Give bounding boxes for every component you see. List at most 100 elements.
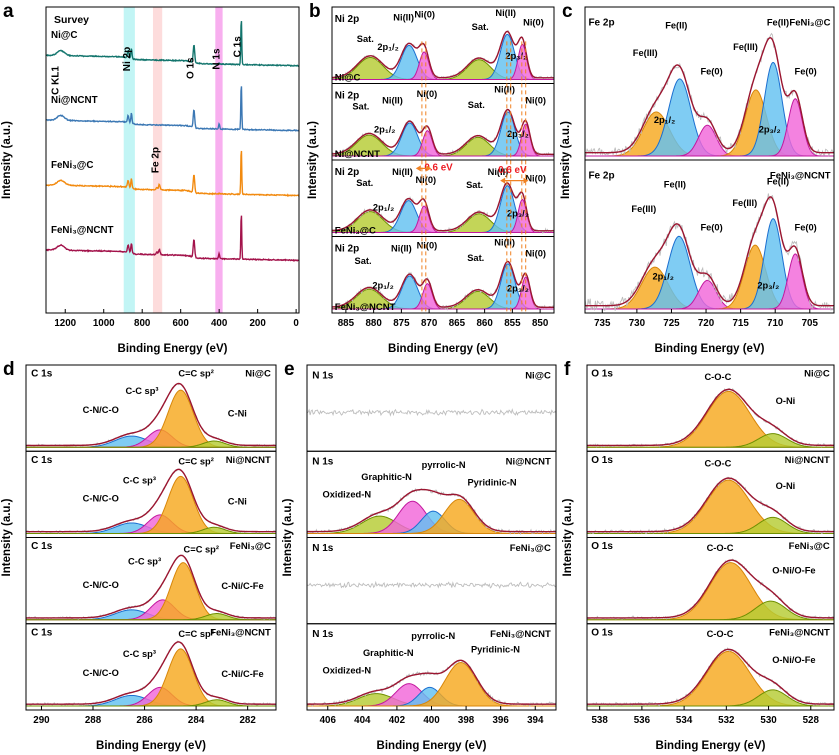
- peak-label: Ni(II): [494, 85, 515, 95]
- envelope: [26, 468, 276, 533]
- peak-label: Ni(0): [415, 175, 436, 185]
- x-tick-label: 730: [629, 318, 646, 329]
- peak-label: FeNi₃@C: [335, 225, 376, 236]
- survey-curve-FeNi₃@C: [46, 150, 299, 197]
- peak-C-O-C: [587, 479, 834, 534]
- peak-label: Fe(II): [767, 176, 789, 186]
- peak-label: O-Ni/O-Fe: [772, 655, 815, 665]
- raw-trace: [584, 193, 835, 311]
- envelope: [331, 30, 554, 79]
- subpanel-FeNi₃@C: C 1s FeNi₃@C C=C sp² C-C sp³ C-N/C-O C-Ni/C-F…: [25, 537, 277, 625]
- peak-label: pyrrolic-N: [411, 631, 455, 641]
- panel-letter-f: f: [564, 359, 571, 380]
- x-tick-label: 735: [594, 318, 611, 329]
- peak-label: Sat.: [352, 101, 369, 111]
- peak-label: Fe(II): [767, 17, 789, 27]
- peak-label: Fe(III): [733, 42, 758, 52]
- panel-letter-c: c: [562, 1, 573, 22]
- panel-c-fe2p: c Fe 2p FeNi₃@C Fe(III) Fe(II) Fe(0) 2p₁/₂ Fe(…: [559, 0, 839, 358]
- x-tick-label: 855: [504, 318, 521, 329]
- peak-label: C-Ni/C-Fe: [221, 669, 263, 679]
- peak-label: C 1s: [31, 541, 53, 552]
- peak-label: C-C sp³: [128, 557, 161, 567]
- x-tick-label: 860: [476, 318, 493, 329]
- peak-Pyridinic-N: [307, 498, 556, 534]
- peak-label: Graphitic-N: [363, 648, 414, 658]
- peak-label: 2p₃/₂: [759, 124, 781, 134]
- subpanel-Ni@NCNT: N 1s Ni@NCNT Graphitic-N pyrrolic-N Oxidized…: [306, 450, 557, 538]
- subpanel-Ni@NCNT: C 1s Ni@NCNT C=C sp² C-C sp³ C-N/C-O C-Ni: [25, 450, 277, 538]
- y-axis-title: Intensity (a.u.): [560, 121, 572, 199]
- peak-label: Ni@C: [804, 369, 830, 380]
- x-tick-label: 396: [492, 715, 509, 726]
- subpanel-FeNi₃@C: N 1s FeNi₃@C: [306, 537, 557, 625]
- peak-label: C-C sp³: [123, 649, 156, 659]
- peak-Fe(0): [585, 253, 834, 310]
- peak-label: Fe(II): [664, 179, 686, 189]
- peak-label: Oxidized-N: [322, 489, 371, 499]
- envelope: [331, 182, 554, 232]
- peak-label: FeNi₃@C: [230, 541, 271, 552]
- peak-label: 2p₁/₂: [377, 42, 398, 52]
- arrowhead: [500, 177, 506, 184]
- x-axis-title: Binding Energy (eV): [377, 740, 487, 752]
- x-tick-label: 286: [136, 715, 153, 726]
- raw-trace: [306, 408, 557, 417]
- x-tick-label: 720: [698, 318, 715, 329]
- peak-label: Ni(II): [391, 244, 412, 254]
- x-tick-label: 875: [393, 318, 410, 329]
- peak-label: Ni(II): [488, 167, 509, 177]
- x-tick-label: 880: [365, 318, 382, 329]
- peak-O-Ni: [587, 433, 834, 448]
- panel-a-survey: a Ni@C Ni@NCNT FeNi₃@C FeNi₃@NCNT Survey C KL…: [0, 0, 306, 358]
- y-axis-title: Intensity (a.u.): [562, 498, 574, 576]
- peak-label: Ni(0): [417, 241, 438, 251]
- x-tick-label: 400: [423, 715, 440, 726]
- peak-label: Ni 2p: [335, 14, 359, 25]
- panel-d-c1s: d C 1s Ni@C C=C sp² C-C sp³ C-N/C-O C-Ni C 1s N…: [0, 358, 281, 755]
- peak-label: C-Ni/C-Fe: [221, 581, 263, 591]
- x-axis-title: Binding Energy (eV): [655, 343, 765, 355]
- x-tick-label: 800: [134, 318, 151, 329]
- survey-curve-Ni@NCNT: [46, 86, 299, 132]
- peak-label: Sat.: [357, 34, 374, 44]
- x-tick-label: 400: [211, 318, 228, 329]
- survey-plot: Ni@C Ni@NCNT FeNi₃@C FeNi₃@NCNT Survey C KL1 N…: [1, 6, 300, 355]
- peak-label: O 1s: [591, 455, 613, 466]
- x-tick-label: 528: [803, 715, 820, 726]
- x-axis-title: Binding Energy (eV): [96, 740, 206, 752]
- peak-label: Sat.: [355, 256, 372, 266]
- peak-label: Ni 2p: [335, 244, 359, 255]
- envelope: [307, 488, 556, 533]
- highlight-band: [215, 7, 223, 313]
- envelope: [585, 196, 834, 307]
- x-tick-label: 850: [532, 318, 549, 329]
- peak-label: Ni@NCNT: [506, 457, 551, 468]
- peak-O-Ni/O-Fe: [587, 689, 834, 707]
- x-tick-label: 534: [676, 715, 693, 726]
- peak-label: pyrrolic-N: [422, 460, 466, 470]
- x-tick-label: 870: [421, 318, 438, 329]
- peak-label: Sat.: [356, 178, 373, 188]
- raw-trace: [306, 580, 557, 590]
- peak-label: Sat.: [468, 100, 485, 110]
- x-tick-label: 1000: [93, 318, 115, 329]
- peak-label: Ni@C: [245, 369, 271, 380]
- shift-annotation: 0.6 eV: [498, 165, 527, 176]
- peak-label: FeNi₃@NCNT: [335, 302, 396, 313]
- sample-label: Ni@C: [51, 30, 77, 41]
- peak-label: Fe 2p: [588, 170, 614, 181]
- peak-C-Ni: [26, 526, 276, 534]
- panel-f-o1s: f O 1s Ni@C C-O-C O-Ni O 1s Ni@NCNT C-O-C O-Ni O…: [561, 358, 839, 755]
- sample-label: Ni@NCNT: [51, 95, 98, 106]
- x-tick-label: 1200: [54, 318, 76, 329]
- subpanel-FeNi₃@NCNT: O 1s FeNi₃@NCNT C-O-C O-Ni/O-Fe: [586, 623, 835, 711]
- peak-label: C-Ni: [228, 496, 247, 506]
- region-label: Fe 2p: [150, 147, 161, 173]
- subpanel-FeNi₃@C: O 1s FeNi₃@C C-O-C O-Ni/O-Fe: [586, 537, 835, 625]
- envelope: [587, 559, 834, 619]
- peak-label: C=C sp²: [178, 629, 213, 639]
- peak-label: O-Ni: [776, 396, 796, 406]
